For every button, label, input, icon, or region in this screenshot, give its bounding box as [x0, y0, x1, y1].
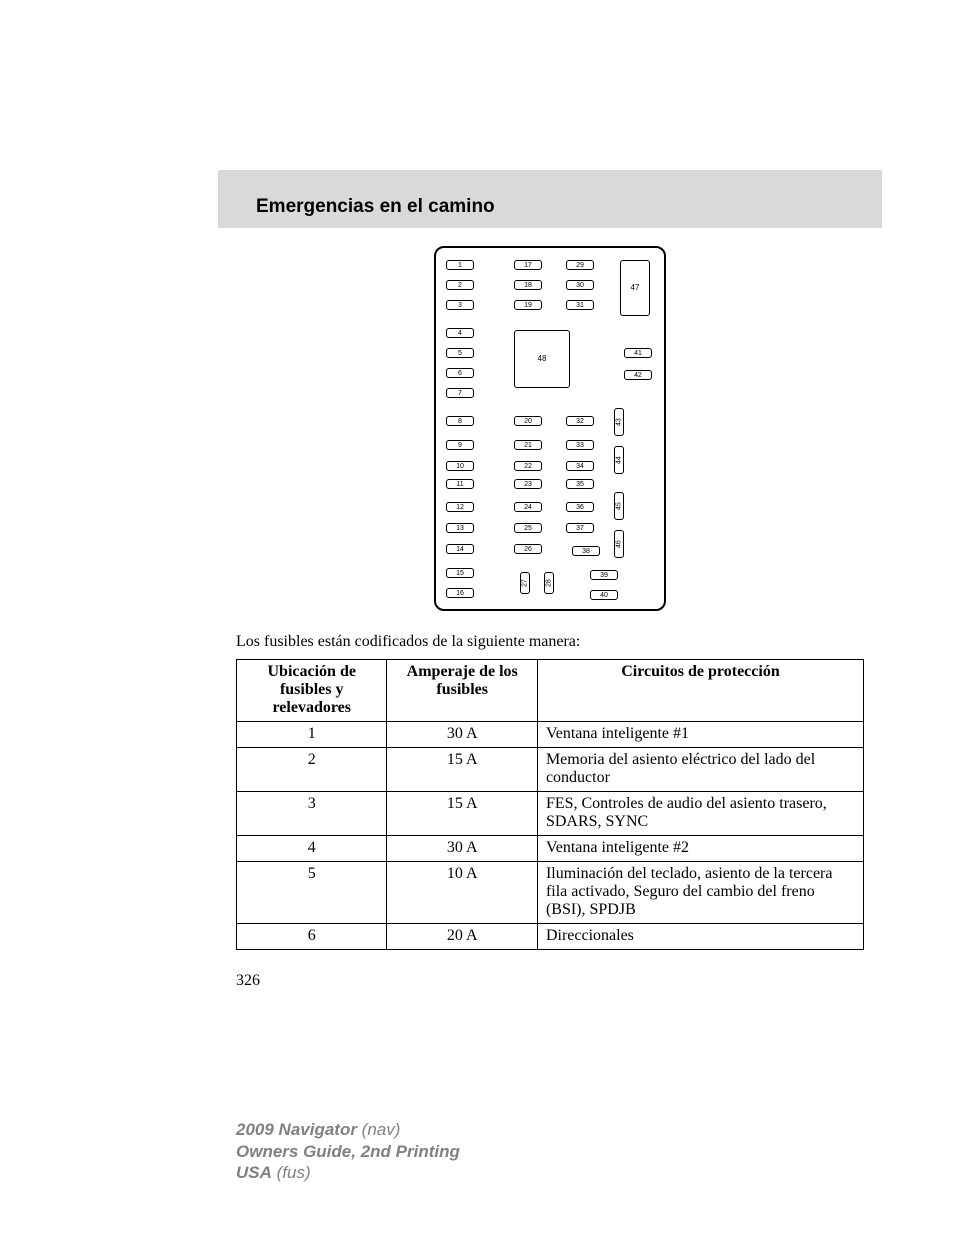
- fuse-slot: 9: [446, 440, 474, 450]
- footer-line-2: Owners Guide, 2nd Printing: [236, 1141, 460, 1162]
- fuse-slot: 44: [614, 446, 624, 474]
- cell-description: Direccionales: [537, 924, 863, 950]
- table-row: 1 30 A Ventana inteligente #1: [237, 722, 864, 748]
- table-row: 5 10 A Iluminación del teclado, asiento …: [237, 862, 864, 924]
- footer-model: 2009 Navigator: [236, 1120, 357, 1139]
- fuse-slot: 41: [624, 348, 652, 358]
- fuse-slot: 24: [514, 502, 542, 512]
- cell-amperage: 30 A: [387, 836, 537, 862]
- cell-description: FES, Controles de audio del asiento tras…: [537, 792, 863, 836]
- fuse-slot: 18: [514, 280, 542, 290]
- cell-location: 2: [237, 748, 387, 792]
- fuse-slot: 26: [514, 544, 542, 554]
- cell-location: 6: [237, 924, 387, 950]
- cell-description: Ventana inteligente #1: [537, 722, 863, 748]
- fuse-slot: 40: [590, 590, 618, 600]
- fuse-slot: 46: [614, 530, 624, 558]
- section-header-bar: Emergencias en el camino: [218, 170, 882, 228]
- fuse-slot: 27: [520, 572, 530, 594]
- fusebox-diagram: 1 2 3 4 5 6 7 8 9 10 11 12 13 14 15 16 1…: [434, 246, 666, 611]
- fuse-slot: 3: [446, 300, 474, 310]
- cell-location: 5: [237, 862, 387, 924]
- footer: 2009 Navigator (nav) Owners Guide, 2nd P…: [236, 1119, 460, 1183]
- table-row: 3 15 A FES, Controles de audio del asien…: [237, 792, 864, 836]
- fuse-slot: 11: [446, 479, 474, 489]
- fuse-slot: 31: [566, 300, 594, 310]
- cell-location: 3: [237, 792, 387, 836]
- cell-amperage: 10 A: [387, 862, 537, 924]
- table-header-circuit: Circuitos de protección: [537, 660, 863, 722]
- cell-amperage: 20 A: [387, 924, 537, 950]
- fuse-slot: 2: [446, 280, 474, 290]
- relay-48: 48: [514, 330, 570, 388]
- footer-line-3: USA (fus): [236, 1162, 460, 1183]
- cell-description: Ventana inteligente #2: [537, 836, 863, 862]
- table-row: 2 15 A Memoria del asiento eléctrico del…: [237, 748, 864, 792]
- cell-location: 4: [237, 836, 387, 862]
- fuse-slot: 30: [566, 280, 594, 290]
- fuse-slot: 1: [446, 260, 474, 270]
- fuse-slot: 29: [566, 260, 594, 270]
- cell-description: Iluminación del teclado, asiento de la t…: [537, 862, 863, 924]
- fuse-slot: 28: [544, 572, 554, 594]
- fuse-slot: 35: [566, 479, 594, 489]
- fuse-slot: 17: [514, 260, 542, 270]
- cell-description: Memoria del asiento eléctrico del lado d…: [537, 748, 863, 792]
- fuse-slot: 12: [446, 502, 474, 512]
- table-header-location: Ubicación de fusibles y relevadores: [237, 660, 387, 722]
- fuse-slot: 5: [446, 348, 474, 358]
- section-title: Emergencias en el camino: [256, 196, 862, 218]
- cell-amperage: 15 A: [387, 792, 537, 836]
- fuse-slot: 16: [446, 588, 474, 598]
- document-page: Emergencias en el camino 1 2 3 4 5 6 7 8…: [0, 0, 954, 1030]
- table-header-row: Ubicación de fusibles y relevadores Ampe…: [237, 660, 864, 722]
- table-row: 6 20 A Direccionales: [237, 924, 864, 950]
- fuse-slot: 23: [514, 479, 542, 489]
- footer-region-code: (fus): [272, 1163, 311, 1182]
- fuse-slot: 34: [566, 461, 594, 471]
- fuse-slot: 33: [566, 440, 594, 450]
- fuse-slot: 21: [514, 440, 542, 450]
- fuse-slot: 8: [446, 416, 474, 426]
- fuse-table: Ubicación de fusibles y relevadores Ampe…: [236, 659, 864, 950]
- fuse-slot: 42: [624, 370, 652, 380]
- table-header-amperage: Amperaje de los fusibles: [387, 660, 537, 722]
- fusebox-diagram-container: 1 2 3 4 5 6 7 8 9 10 11 12 13 14 15 16 1…: [236, 246, 864, 611]
- fuse-slot: 25: [514, 523, 542, 533]
- fuse-slot: 4: [446, 328, 474, 338]
- table-row: 4 30 A Ventana inteligente #2: [237, 836, 864, 862]
- fuse-slot: 22: [514, 461, 542, 471]
- fuse-slot: 32: [566, 416, 594, 426]
- cell-amperage: 15 A: [387, 748, 537, 792]
- fuse-slot: 19: [514, 300, 542, 310]
- cell-amperage: 30 A: [387, 722, 537, 748]
- footer-line-1: 2009 Navigator (nav): [236, 1119, 460, 1140]
- fuse-slot: 43: [614, 408, 624, 436]
- fuse-slot: 7: [446, 388, 474, 398]
- fuse-slot: 37: [566, 523, 594, 533]
- fuse-slot: 14: [446, 544, 474, 554]
- fuse-slot: 6: [446, 368, 474, 378]
- fuse-slot: 10: [446, 461, 474, 471]
- fuse-slot: 39: [590, 570, 618, 580]
- fuse-slot: 13: [446, 523, 474, 533]
- fuse-slot: 45: [614, 492, 624, 520]
- page-number: 326: [236, 972, 864, 990]
- relay-47: 47: [620, 260, 650, 316]
- fuse-slot: 20: [514, 416, 542, 426]
- cell-location: 1: [237, 722, 387, 748]
- fuse-slot: 36: [566, 502, 594, 512]
- fuse-slot: 15: [446, 568, 474, 578]
- intro-text: Los fusibles están codificados de la sig…: [236, 633, 864, 651]
- fuse-slot: 38: [572, 546, 600, 556]
- footer-region: USA: [236, 1163, 272, 1182]
- footer-model-code: (nav): [357, 1120, 400, 1139]
